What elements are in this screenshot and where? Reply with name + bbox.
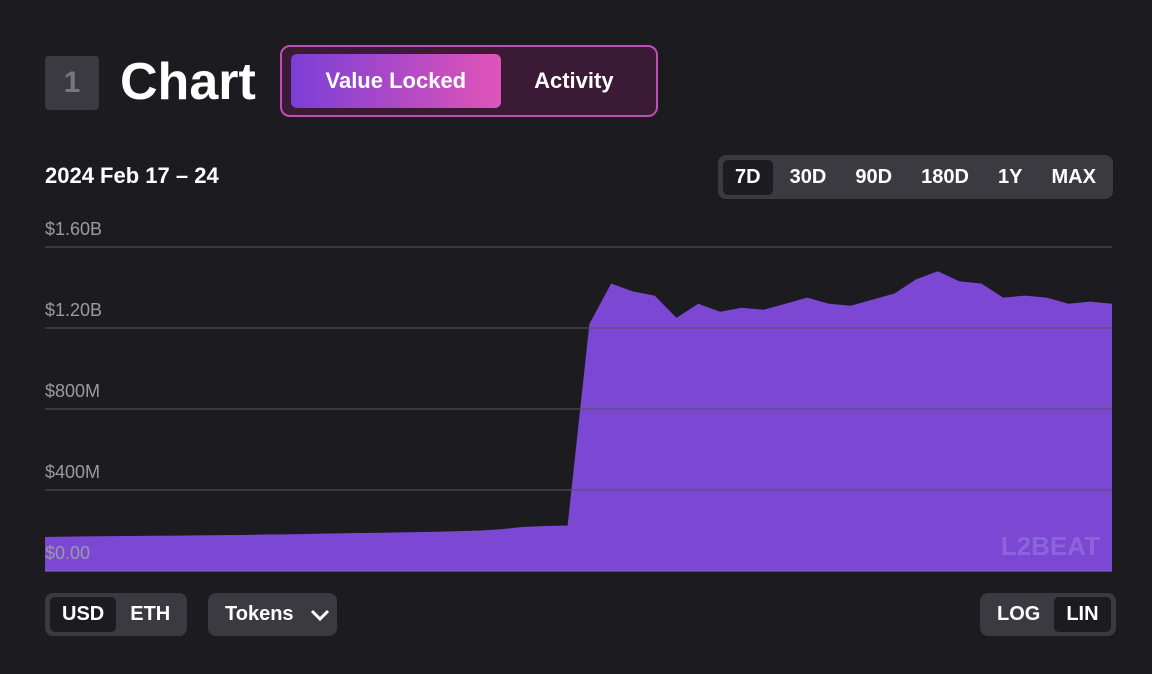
- area: [45, 271, 1112, 571]
- tab[interactable]: Value Locked: [291, 54, 501, 108]
- date-range: 2024 Feb 17 – 24: [45, 163, 219, 188]
- range-button[interactable]: 30D: [789, 165, 827, 188]
- y-tick-label: $0.00: [45, 543, 90, 563]
- toggle-button[interactable]: USD: [50, 597, 117, 632]
- range-button[interactable]: 180D: [921, 165, 969, 188]
- range-button[interactable]: 7D: [723, 159, 773, 195]
- tokens-dropdown[interactable]: Tokens: [208, 593, 337, 636]
- y-tick-label: $1.20B: [45, 300, 102, 320]
- y-tick-label: $800M: [45, 381, 100, 401]
- range-button[interactable]: MAX: [1051, 165, 1096, 188]
- watermark: L2BEAT: [1001, 531, 1100, 561]
- range-selector: 7D 30D 90D 180D 1Y MAX: [718, 155, 1113, 199]
- currency-toggle: USD ETH: [45, 593, 188, 636]
- dropdown-label: Tokens: [225, 603, 294, 625]
- toggle-button[interactable]: LOG: [997, 603, 1041, 625]
- y-tick-label: $400M: [45, 462, 100, 482]
- range-button[interactable]: 90D: [855, 165, 893, 188]
- toggle-button[interactable]: LIN: [1054, 597, 1111, 632]
- y-tick-label: $1.60B: [45, 219, 102, 239]
- tab[interactable]: Activity: [534, 68, 614, 93]
- chevron-icon: [310, 609, 329, 621]
- tab-switch: Value Locked Activity: [280, 45, 658, 117]
- section-badge: 1: [45, 56, 99, 110]
- range-button[interactable]: 1Y: [997, 165, 1023, 188]
- scale-toggle: LOG LIN: [980, 593, 1116, 636]
- page-title: Chart: [120, 53, 256, 111]
- toggle-button[interactable]: ETH: [130, 603, 171, 625]
